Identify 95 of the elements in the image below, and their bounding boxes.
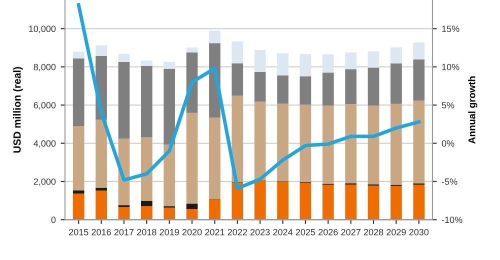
x-tick-label: 2017 — [114, 228, 134, 236]
bar — [254, 50, 266, 72]
bar — [140, 200, 152, 206]
bar — [277, 104, 288, 182]
y2-tick-label: 5% — [442, 102, 454, 108]
bar — [390, 63, 402, 104]
bar — [118, 62, 130, 139]
bar — [345, 184, 357, 220]
x-tick-label: 2022 — [228, 228, 247, 236]
bar — [186, 112, 198, 204]
bar — [72, 58, 84, 126]
line-series — [76, 3, 421, 190]
x-tick-label: 2026 — [318, 228, 338, 236]
bar — [300, 104, 312, 182]
bar — [140, 137, 152, 201]
bar — [322, 105, 334, 184]
bar — [300, 54, 312, 76]
x-tick-label: 2029 — [386, 228, 406, 236]
y-axis-title: USD million (real) — [13, 66, 23, 153]
bar — [72, 52, 84, 58]
bar — [413, 42, 425, 60]
y-tick-label: 6,000 — [34, 102, 56, 110]
bar — [390, 104, 402, 185]
bar — [232, 96, 244, 182]
y-tick-label: 0 — [51, 216, 56, 224]
x-tick-label: 2019 — [160, 228, 179, 236]
bar — [277, 181, 288, 220]
y2-tick-label: 10% — [442, 64, 460, 70]
y2-tick-label: 0% — [442, 140, 454, 147]
bar — [232, 182, 244, 220]
y2-tick-label: -10% — [442, 216, 462, 224]
bar — [164, 208, 176, 220]
bar — [96, 190, 107, 220]
x-tick-label: 2021 — [205, 228, 224, 236]
bar — [140, 66, 152, 138]
bar — [277, 53, 288, 76]
bar — [413, 59, 425, 101]
bar — [140, 60, 152, 66]
y2-axis-title: Annual growth — [468, 76, 478, 144]
bar — [72, 190, 84, 194]
bar — [413, 100, 425, 184]
bar — [345, 52, 357, 70]
bar — [322, 54, 334, 73]
x-tick-label: 2028 — [364, 228, 384, 236]
x-tick-label: 2030 — [409, 228, 429, 236]
x-tick-label: 2015 — [69, 228, 88, 236]
y-tick-label: 8,000 — [34, 64, 56, 72]
x-tick-label: 2024 — [273, 228, 293, 236]
bar — [254, 180, 266, 220]
bar — [345, 104, 357, 184]
bar — [390, 186, 402, 220]
bar — [209, 200, 220, 220]
bar — [254, 72, 266, 102]
bar — [368, 51, 380, 68]
bar — [209, 30, 220, 44]
bar — [96, 45, 107, 56]
x-tick-label: 2025 — [296, 228, 316, 236]
y2-tick-label: 15% — [442, 26, 460, 32]
x-tick-label: 2018 — [137, 228, 156, 236]
x-tick-label: 2023 — [250, 228, 270, 236]
bar — [368, 186, 380, 220]
x-tick-label: 2016 — [92, 228, 111, 236]
bar — [140, 206, 152, 220]
bar — [345, 69, 357, 104]
bar — [300, 76, 312, 104]
bar — [164, 68, 176, 145]
bar — [209, 118, 220, 200]
bar — [390, 47, 402, 64]
bar — [277, 75, 288, 104]
bar — [96, 120, 107, 188]
y-tick-label: 10,000 — [29, 26, 56, 34]
y-tick-label: 4,000 — [34, 140, 56, 148]
bar — [368, 68, 380, 106]
bar — [300, 182, 312, 220]
bar — [232, 63, 244, 96]
bar — [118, 207, 130, 220]
bar — [413, 184, 425, 220]
x-tick-label: 2020 — [182, 228, 202, 236]
y2-tick-label: -5% — [442, 178, 458, 185]
bar — [322, 184, 334, 220]
bar — [186, 204, 198, 209]
bar — [368, 105, 380, 185]
bar — [254, 102, 266, 180]
x-tick-label: 2027 — [341, 228, 360, 236]
bar — [96, 188, 107, 190]
bar — [186, 48, 198, 53]
bar — [164, 62, 176, 69]
y-tick-label: 2,000 — [34, 178, 56, 186]
bar — [118, 54, 130, 62]
bar — [164, 144, 176, 206]
bar — [72, 194, 84, 220]
bar — [186, 209, 198, 220]
bar — [72, 126, 84, 190]
bar — [232, 41, 244, 64]
bar — [322, 72, 334, 106]
